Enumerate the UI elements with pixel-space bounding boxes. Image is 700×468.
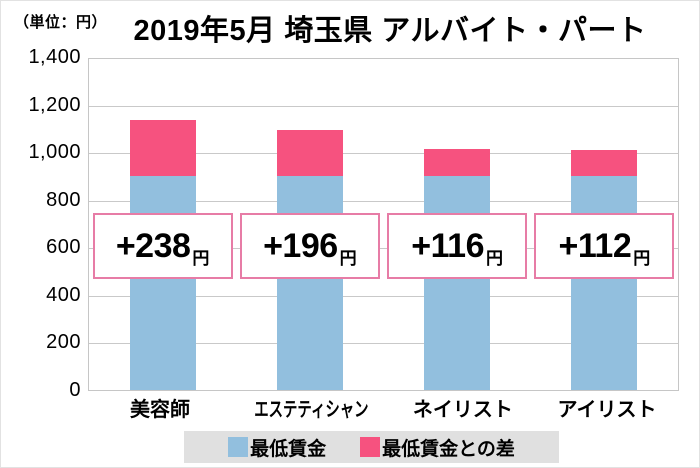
diff-unit: 円 [192,249,210,268]
gridline [89,153,678,155]
y-tick-label: 1,400 [28,46,81,68]
bar-slot-nailist: +116 円 [384,59,531,390]
bar-segment-diff [129,119,196,177]
diff-value: +116 [411,226,484,265]
legend: 最低賃金 最低賃金との差 [184,431,559,463]
category-label-beautician: 美容師 [130,399,191,421]
plot-area: +238 円 +196 円 +116 円 [88,58,679,391]
gridline [89,200,678,202]
y-tick-label: 600 [46,236,81,259]
diff-value: +196 [263,226,338,265]
bar-segment-diff [571,149,638,177]
stacked-bar [129,119,196,390]
y-tick-label: 200 [46,331,81,354]
bar-slot-beautician: +238 円 [89,59,236,390]
legend-swatch-diff-icon [360,437,381,457]
category-label-nailist: ネイリスト [412,399,513,421]
bar-segment-minwage [129,176,196,390]
y-tick-label: 0 [69,379,81,401]
gridline [89,248,678,250]
bar-segment-minwage [571,176,638,390]
legend-label-minwage: 最低賃金 [250,438,327,460]
gridline [89,343,678,345]
bar-segment-minwage [424,176,491,390]
legend-swatch-minwage-icon [228,437,249,457]
y-axis-tick-labels: 1,400 1,200 1,000 800 600 400 200 0 [1,46,81,401]
stacked-bar [424,148,491,390]
diff-value: +238 [115,226,191,265]
y-tick-label: 800 [46,188,81,211]
bar-slot-esthetician: +196 円 [236,59,383,390]
diff-label-box: +196 円 [239,213,380,279]
bar-segment-diff [276,129,343,177]
category-label-eyelist: アイリスト [557,399,657,421]
y-tick-label: 1,200 [28,93,81,116]
legend-item-minwage: 最低賃金 [228,434,326,461]
bar-slots: +238 円 +196 円 +116 円 [89,59,678,390]
bar-segment-minwage [276,176,343,390]
diff-value: +112 [558,226,632,265]
legend-label-diff: 最低賃金との差 [382,438,515,460]
diff-label-box: +112 円 [534,213,675,279]
x-axis-labels: 美容師 エステティシャン ネイリスト アイリスト [88,393,679,422]
gridline [89,295,678,297]
diff-unit: 円 [339,249,357,268]
stacked-bar [276,129,343,390]
stacked-bar [571,149,638,390]
diff-unit: 円 [633,249,651,268]
gridline [89,105,678,107]
chart-title: 2019年5月 埼玉県 アルバイト・パート [133,15,647,47]
y-axis-unit-label: （単位：円） [14,14,108,31]
legend-item-diff: 最低賃金との差 [360,434,515,461]
bar-segment-diff [424,148,491,177]
diff-label-box: +116 円 [387,213,528,279]
y-tick-label: 1,000 [28,141,81,164]
diff-label-box: +238 円 [92,213,233,279]
y-tick-label: 400 [46,283,81,306]
bar-slot-eyelist: +112 円 [531,59,678,390]
diff-unit: 円 [485,249,503,268]
category-label-esthetician: エステティシャン [254,399,369,421]
